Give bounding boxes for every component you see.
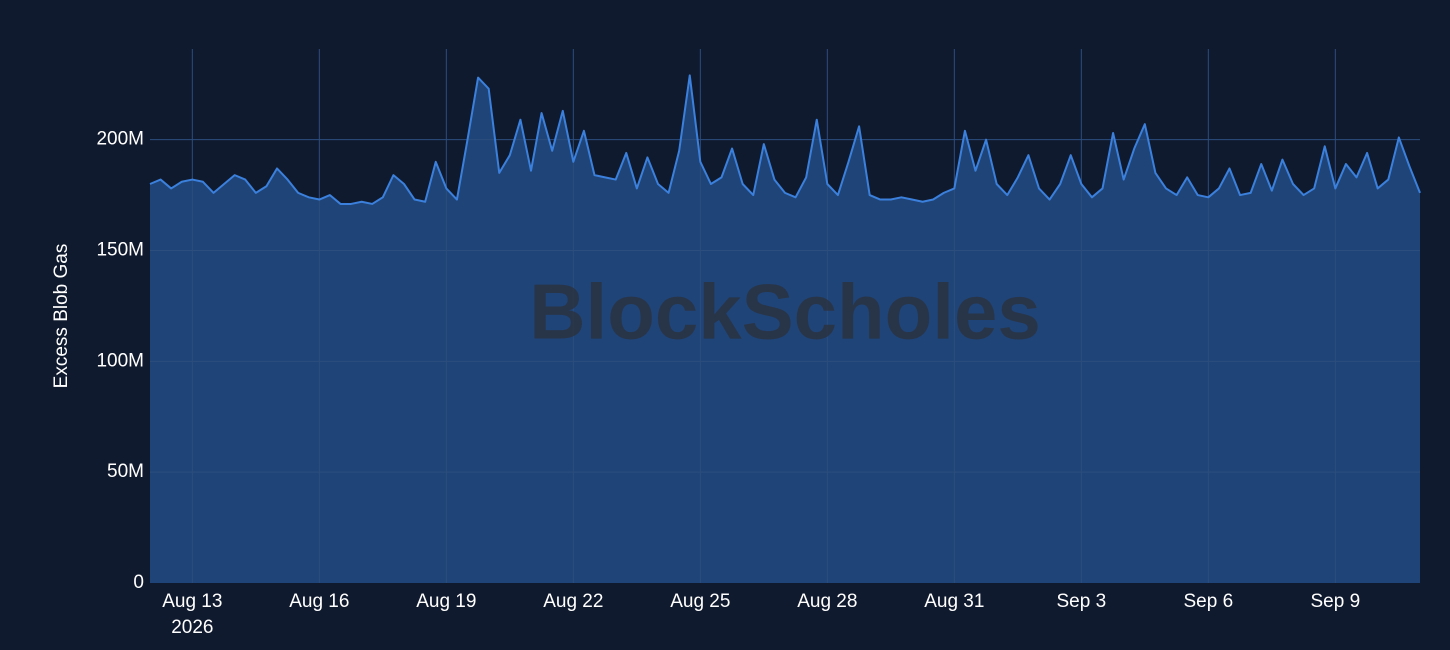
series-line — [149, 74, 1421, 205]
x-tick-label: Aug 19 — [416, 591, 476, 612]
y-tick-label: 0 — [133, 572, 144, 593]
watermark: BlockScholes — [529, 268, 1041, 356]
x-tick-label: Aug 25 — [670, 591, 730, 612]
y-tick-label: 100M — [96, 350, 144, 371]
x-tick-label: Aug 28 — [797, 591, 857, 612]
x-tick-label: Sep 3 — [1057, 591, 1107, 612]
x-tick-label: Aug 22 — [543, 591, 603, 612]
y-axis-label: Excess Blob Gas — [51, 244, 72, 389]
x-year-label: 2026 — [171, 617, 213, 638]
x-tick-label: Sep 6 — [1184, 591, 1234, 612]
x-tick-label: Sep 9 — [1311, 591, 1361, 612]
y-tick-label: 150M — [96, 240, 144, 261]
y-tick-label: 200M — [96, 129, 144, 150]
y-tick-label: 50M — [107, 461, 144, 482]
area-fill — [150, 75, 1420, 583]
x-tick-label: Aug 31 — [924, 591, 984, 612]
x-tick-label: Aug 16 — [289, 591, 349, 612]
x-tick-label: Aug 13 — [162, 591, 222, 612]
